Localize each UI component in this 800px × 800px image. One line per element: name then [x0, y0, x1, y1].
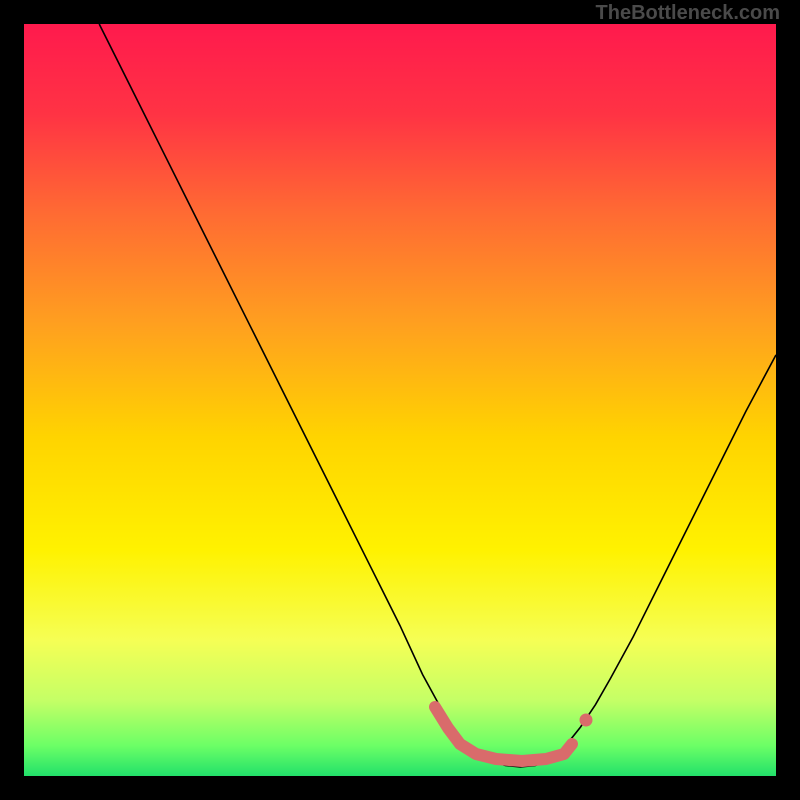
bottleneck-curve — [99, 24, 776, 767]
plot-area — [24, 24, 776, 776]
optimal-range-marker — [435, 707, 572, 761]
chart-stage: TheBottleneck.com — [0, 0, 800, 800]
attribution-label: TheBottleneck.com — [596, 2, 780, 25]
optimal-point-marker — [580, 714, 593, 727]
curves-layer — [24, 24, 776, 776]
